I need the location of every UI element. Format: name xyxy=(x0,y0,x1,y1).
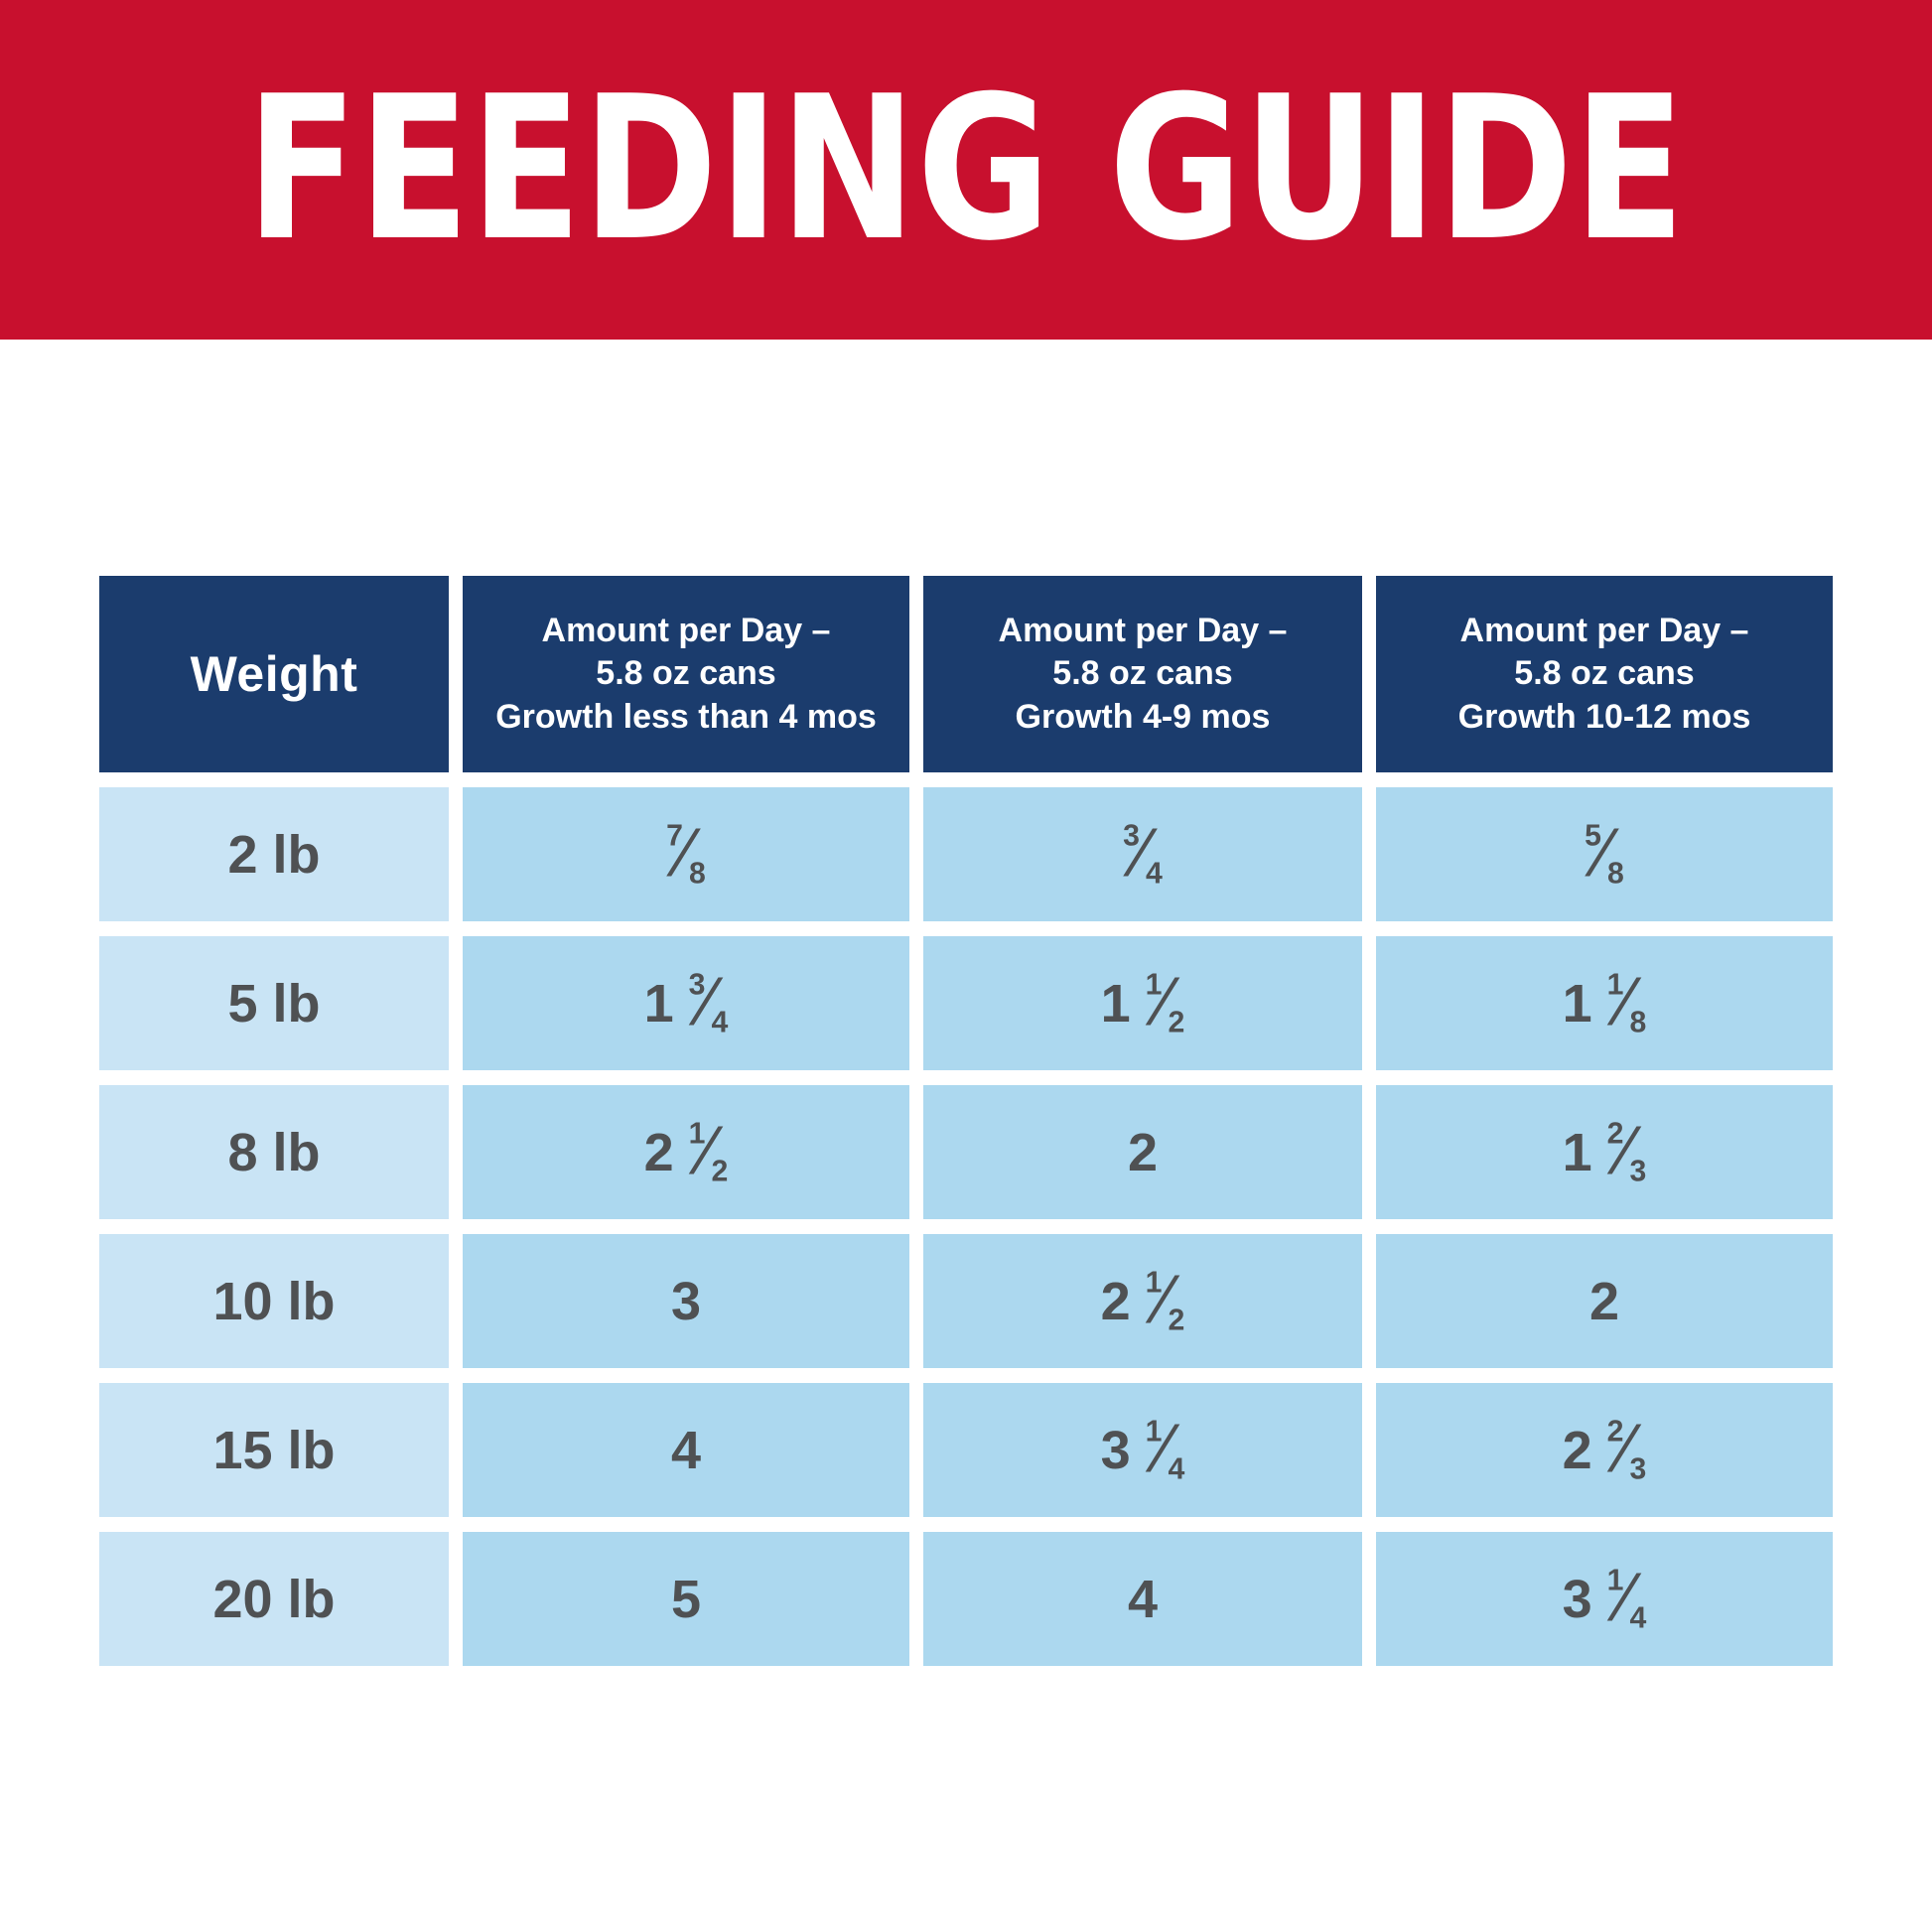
page-title: FEEDING GUIDE xyxy=(246,54,1686,285)
amount-cell: 3 1 ⁄ 4 xyxy=(1376,1532,1833,1666)
amount-cell: 1 2 ⁄ 3 xyxy=(1376,1085,1833,1219)
amount-cell: 5 xyxy=(463,1532,909,1666)
weight-cell: 2 lb xyxy=(99,787,449,921)
table-header-growth-10-12mos: Amount per Day – 5.8 oz cans Growth 10-1… xyxy=(1376,576,1833,772)
amount-cell: 3 xyxy=(463,1234,909,1368)
amount-cell: 3 ⁄ 4 xyxy=(923,787,1362,921)
amount-cell: 2 xyxy=(923,1085,1362,1219)
amount-cell: 2 xyxy=(1376,1234,1833,1368)
amount-cell: 5 ⁄ 8 xyxy=(1376,787,1833,921)
weight-cell: 8 lb xyxy=(99,1085,449,1219)
table-header-growth-lt-4mos: Amount per Day – 5.8 oz cans Growth less… xyxy=(463,576,909,772)
amount-cell: 4 xyxy=(923,1532,1362,1666)
weight-cell: 15 lb xyxy=(99,1383,449,1517)
table-header-weight: Weight xyxy=(99,576,449,772)
amount-cell: 2 2 ⁄ 3 xyxy=(1376,1383,1833,1517)
amount-cell: 7 ⁄ 8 xyxy=(463,787,909,921)
weight-cell: 20 lb xyxy=(99,1532,449,1666)
amount-cell: 2 1 ⁄ 2 xyxy=(463,1085,909,1219)
table-header-growth-4-9mos: Amount per Day – 5.8 oz cans Growth 4-9 … xyxy=(923,576,1362,772)
weight-cell: 10 lb xyxy=(99,1234,449,1368)
amount-cell: 4 xyxy=(463,1383,909,1517)
feeding-table: Weight Amount per Day – 5.8 oz cans Grow… xyxy=(99,576,1833,1666)
amount-cell: 2 1 ⁄ 2 xyxy=(923,1234,1362,1368)
amount-cell: 1 1 ⁄ 2 xyxy=(923,936,1362,1070)
amount-cell: 1 1 ⁄ 8 xyxy=(1376,936,1833,1070)
amount-cell: 3 1 ⁄ 4 xyxy=(923,1383,1362,1517)
weight-cell: 5 lb xyxy=(99,936,449,1070)
title-banner: FEEDING GUIDE xyxy=(0,0,1932,340)
amount-cell: 1 3 ⁄ 4 xyxy=(463,936,909,1070)
